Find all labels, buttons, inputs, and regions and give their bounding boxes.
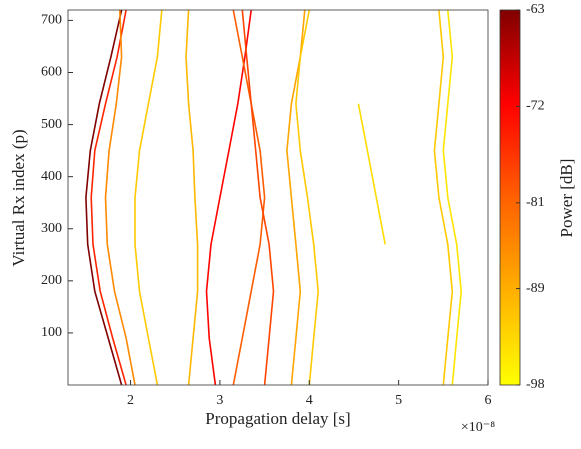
trace	[357, 103, 386, 245]
trace	[295, 9, 320, 386]
trace	[241, 9, 275, 386]
trace	[90, 9, 127, 386]
y-tick-label: 400	[41, 169, 62, 184]
trace	[232, 9, 266, 386]
colorbar-tick-label: -81	[526, 195, 545, 210]
colorbar-tick-label: -89	[526, 281, 545, 296]
trace	[205, 9, 252, 386]
plot-frame	[67, 9, 489, 386]
trace	[185, 9, 199, 386]
y-tick-label: 600	[41, 65, 62, 80]
y-tick-label: 700	[41, 13, 62, 28]
trace	[286, 9, 306, 386]
colorbar	[499, 9, 521, 386]
x-tick-label: 3	[216, 393, 223, 408]
x-tick-label: 4	[306, 393, 313, 408]
trace	[134, 9, 163, 386]
x-exponent-label: ×10⁻⁸	[461, 420, 495, 435]
x-tick-label: 6	[485, 393, 492, 408]
colorbar-tick-label: -63	[526, 2, 545, 17]
colorbar-tick-label: -98	[526, 377, 545, 392]
trace	[442, 9, 463, 386]
y-tick-label: 100	[41, 325, 62, 340]
y-tick-label: 300	[41, 221, 62, 236]
colorbar-tick-label: -72	[526, 99, 545, 114]
x-tick-label: 5	[395, 393, 402, 408]
y-axis-label: Virtual Rx index (p)	[9, 129, 28, 266]
trace	[433, 9, 454, 386]
trace	[104, 9, 136, 386]
trace	[85, 9, 123, 386]
x-axis-label: Propagation delay [s]	[205, 409, 350, 428]
colorbar-label: Power [dB]	[557, 159, 576, 238]
y-tick-label: 500	[41, 117, 62, 132]
y-tick-label: 200	[41, 273, 62, 288]
x-tick-label: 2	[127, 393, 134, 408]
